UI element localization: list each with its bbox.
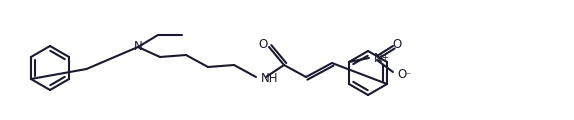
Text: NH: NH	[261, 72, 278, 85]
Text: O: O	[397, 67, 406, 81]
Text: N: N	[374, 51, 383, 65]
Text: ⁻: ⁻	[405, 71, 410, 81]
Text: +: +	[381, 53, 388, 61]
Text: N: N	[134, 41, 142, 54]
Text: O: O	[258, 37, 267, 51]
Text: O: O	[392, 37, 402, 51]
